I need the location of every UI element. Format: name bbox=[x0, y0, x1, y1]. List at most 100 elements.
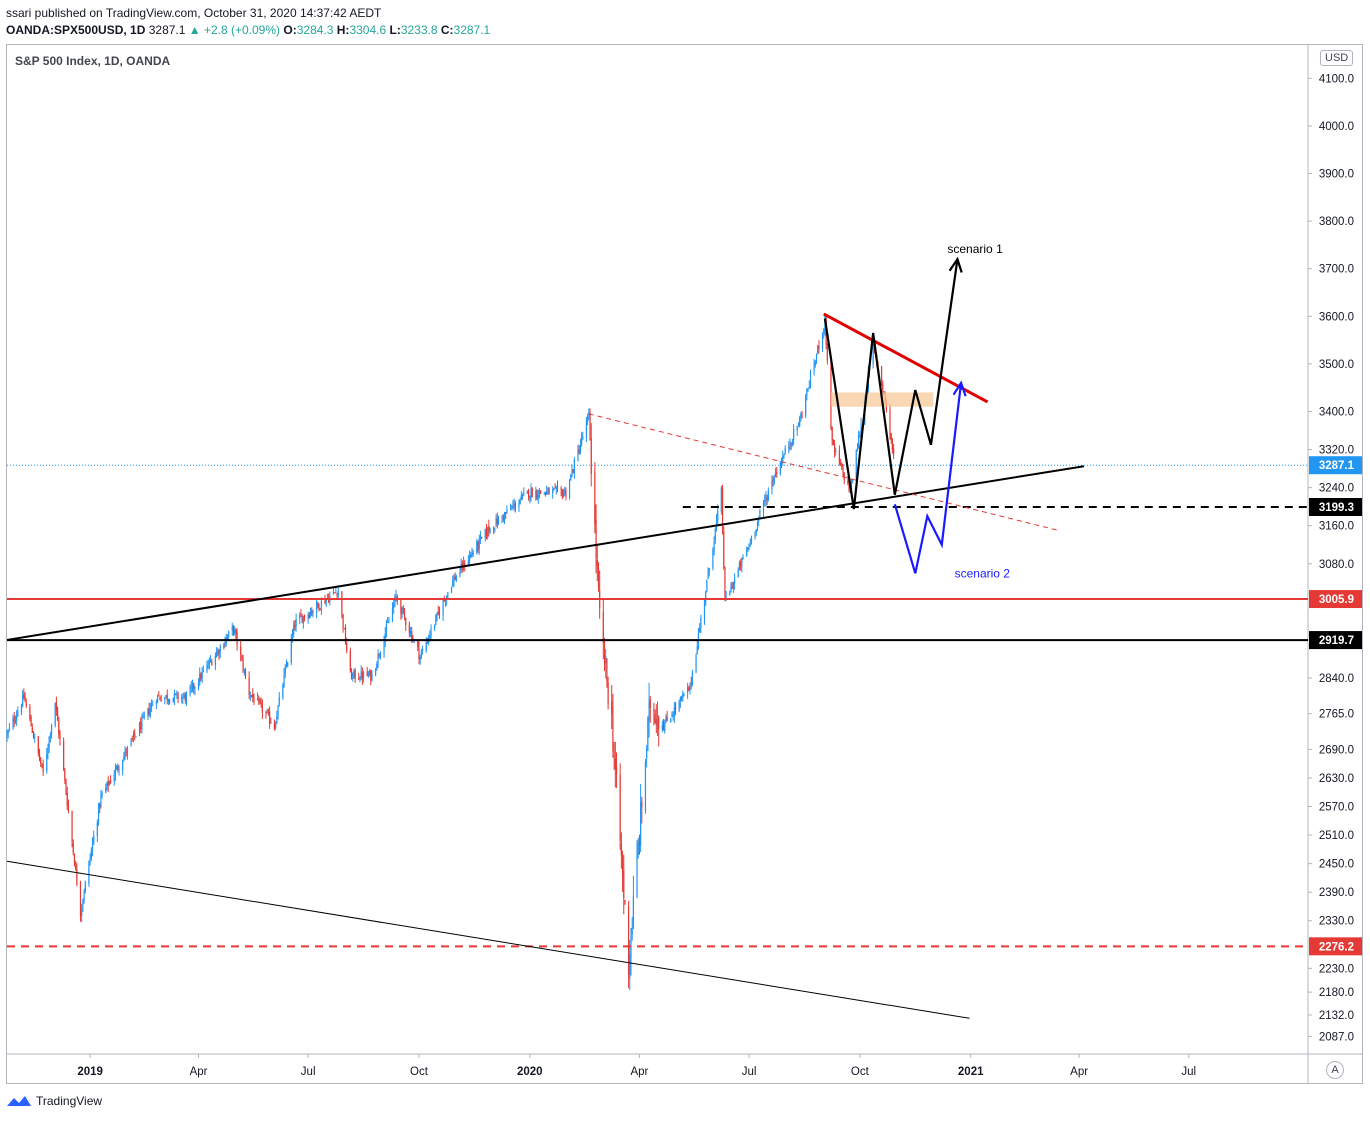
candle-body bbox=[295, 619, 297, 627]
candle-body bbox=[352, 673, 354, 679]
candles bbox=[6, 315, 895, 991]
candle-body bbox=[536, 489, 538, 498]
candle-body bbox=[762, 502, 765, 512]
candle-body bbox=[244, 670, 247, 677]
candle-body bbox=[644, 762, 647, 812]
candle-body bbox=[619, 774, 621, 842]
candle-body bbox=[378, 654, 380, 656]
candle-body bbox=[259, 699, 261, 703]
candle-body bbox=[672, 715, 674, 717]
candle-body bbox=[849, 492, 851, 494]
candle-body bbox=[211, 661, 213, 666]
candle-body bbox=[590, 438, 592, 474]
candle-body bbox=[391, 608, 394, 622]
candle-body bbox=[275, 723, 277, 728]
candle-body bbox=[629, 954, 631, 978]
candle-body bbox=[790, 444, 792, 446]
candle-body bbox=[613, 755, 615, 757]
candle-body bbox=[349, 651, 351, 671]
candle-body bbox=[444, 601, 447, 603]
candle-body bbox=[742, 556, 744, 560]
currency-button[interactable]: USD bbox=[1320, 50, 1354, 66]
footer-brand-label: TradingView bbox=[36, 1094, 103, 1108]
last-price: 3287.1 bbox=[148, 23, 186, 37]
candle-body bbox=[537, 495, 539, 499]
candle-body bbox=[311, 610, 313, 613]
candle-body bbox=[488, 525, 490, 532]
candle-body bbox=[294, 626, 296, 628]
candle-body bbox=[703, 600, 706, 619]
candle-body bbox=[649, 699, 651, 708]
candle-body bbox=[79, 883, 82, 916]
candle-body bbox=[689, 682, 691, 690]
y-tick-label: 3800.0 bbox=[1319, 216, 1354, 228]
candle-body bbox=[838, 450, 840, 464]
candle-body bbox=[806, 388, 808, 397]
candle-body bbox=[214, 655, 217, 666]
candle-body bbox=[420, 651, 422, 657]
candle-body bbox=[394, 596, 396, 605]
candle-body bbox=[442, 600, 444, 616]
candle-body bbox=[437, 611, 439, 613]
autoscale-button[interactable]: A bbox=[1326, 1061, 1344, 1079]
symbol-label[interactable]: OANDA:SPX500USD, 1D bbox=[6, 23, 146, 37]
candle-body bbox=[31, 727, 33, 733]
candle-body bbox=[125, 751, 127, 754]
candle-body bbox=[54, 702, 56, 726]
candle-body bbox=[429, 635, 431, 638]
candle-body bbox=[872, 342, 874, 364]
candle-body bbox=[84, 882, 86, 893]
y-tick-label: 3500.0 bbox=[1319, 359, 1354, 371]
candle-body bbox=[715, 519, 718, 529]
candle-body bbox=[573, 459, 575, 474]
candle-body bbox=[336, 593, 338, 596]
y-tick-label: 2510.0 bbox=[1319, 830, 1354, 842]
candle-body bbox=[589, 412, 591, 441]
candle-body bbox=[317, 602, 319, 606]
candle-body bbox=[408, 624, 410, 634]
candle-body bbox=[17, 711, 19, 716]
candle-body bbox=[665, 717, 667, 724]
candle-body bbox=[680, 697, 683, 699]
candle-body bbox=[320, 601, 323, 610]
candle-body bbox=[485, 529, 488, 536]
candle-body bbox=[889, 409, 891, 434]
low-value: 3233.8 bbox=[400, 23, 438, 37]
y-tick-label: 2840.0 bbox=[1319, 673, 1354, 685]
candle-body bbox=[826, 345, 828, 361]
candle-body bbox=[193, 683, 195, 689]
axes: 4100.0 4000.0 3900.0 3800.0 3700.0 3600.0 3500… bbox=[77, 73, 1362, 1078]
candle-body bbox=[678, 701, 680, 711]
candle-body bbox=[101, 793, 103, 795]
candle-body bbox=[123, 755, 125, 761]
candle-body bbox=[20, 706, 23, 713]
candle-body bbox=[459, 572, 461, 576]
candle-body bbox=[528, 489, 530, 498]
candle-body bbox=[754, 532, 756, 538]
candle-body bbox=[367, 674, 369, 676]
candle-body bbox=[29, 706, 31, 719]
candle-body bbox=[809, 373, 812, 388]
candle-body bbox=[293, 624, 295, 635]
candle-body bbox=[647, 718, 649, 751]
candle-body bbox=[318, 604, 320, 610]
candle-body bbox=[242, 660, 244, 671]
y-tick-label: 3080.0 bbox=[1319, 559, 1354, 571]
candle-body bbox=[799, 418, 801, 427]
candle-body bbox=[561, 490, 563, 497]
candle-body bbox=[758, 518, 760, 522]
candle-body bbox=[142, 715, 144, 718]
candle-body bbox=[747, 547, 749, 552]
candle-body bbox=[606, 658, 608, 682]
candle-body bbox=[780, 462, 783, 464]
high-value: 3304.6 bbox=[349, 23, 387, 37]
candle-body bbox=[291, 633, 294, 639]
candle-body bbox=[615, 766, 618, 774]
candle-body bbox=[59, 734, 61, 740]
candle-body bbox=[511, 506, 513, 508]
footer-brand[interactable]: TradingView bbox=[6, 1094, 102, 1108]
candle-body bbox=[607, 682, 609, 705]
candle-body bbox=[740, 562, 742, 568]
candle-body bbox=[135, 736, 137, 738]
